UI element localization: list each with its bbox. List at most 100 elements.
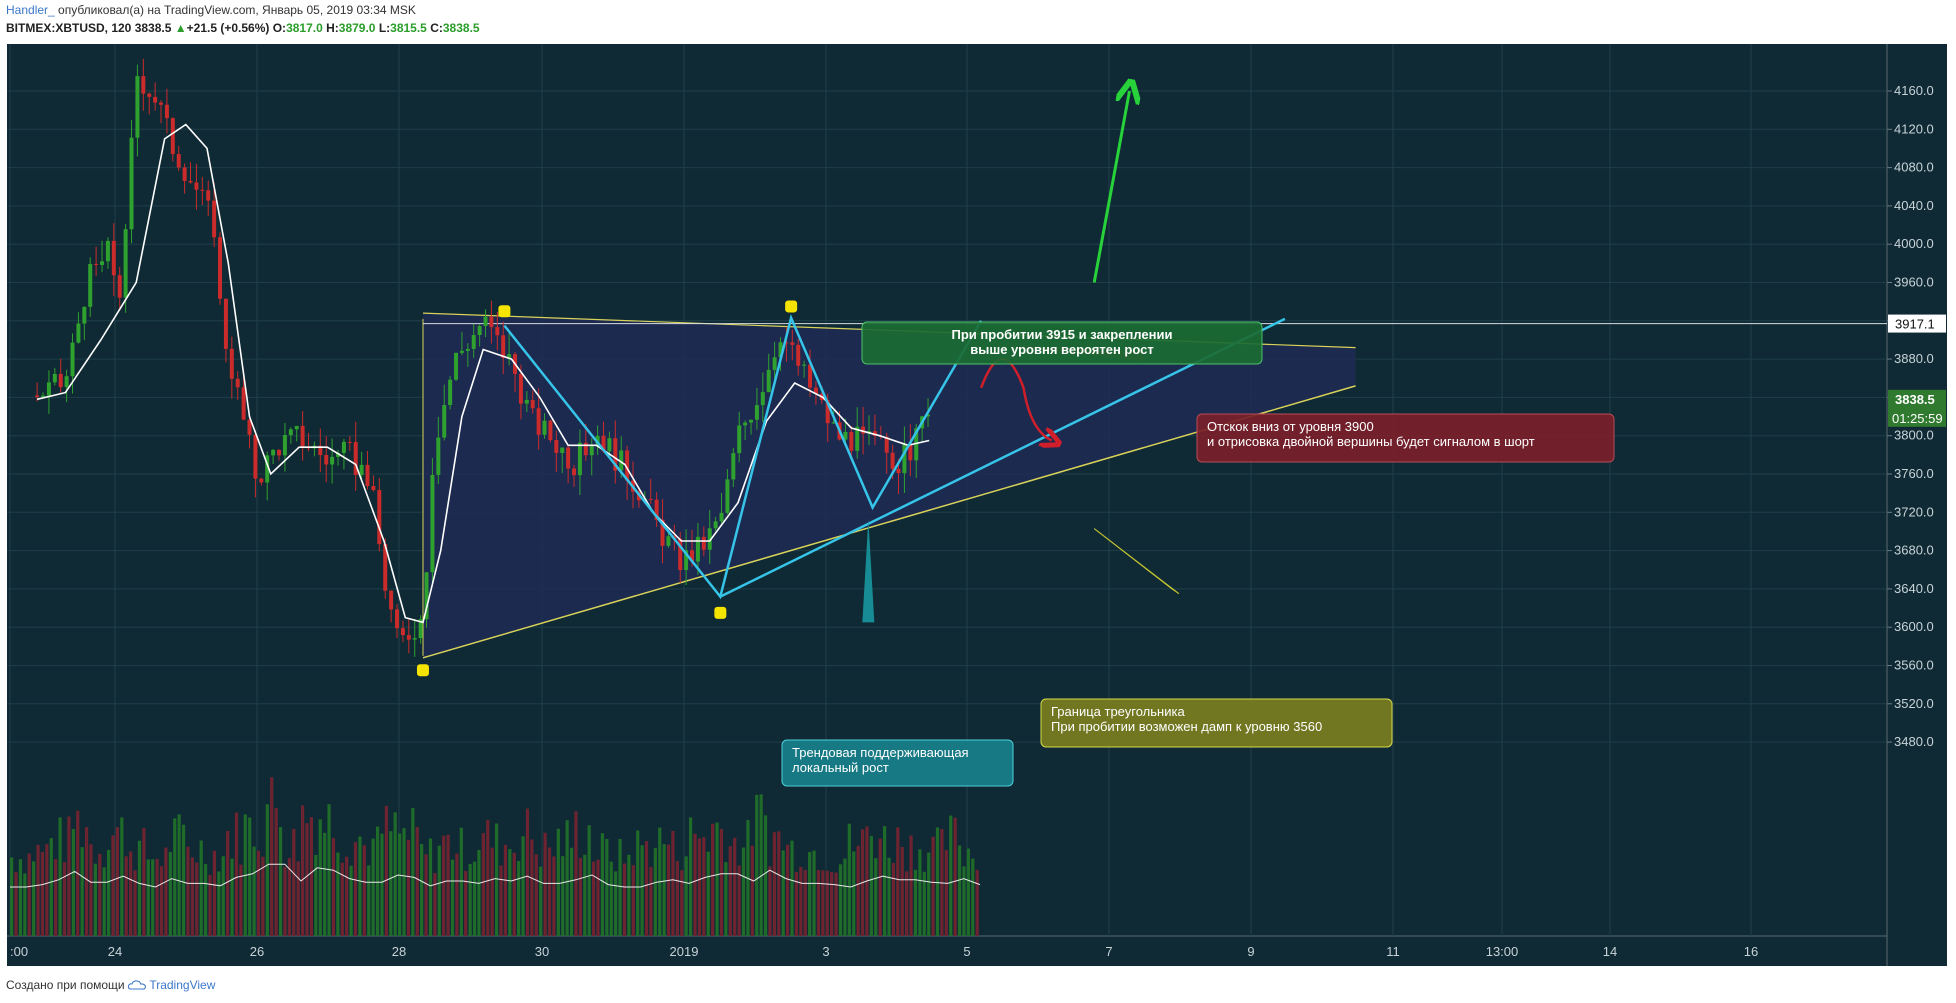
candle-bear [690, 550, 695, 562]
time-axis[interactable] [7, 936, 1947, 966]
volume-bar [724, 862, 728, 936]
low-label: L: [378, 21, 391, 35]
candle-bear [253, 434, 258, 479]
candle-bear [377, 490, 382, 545]
volume-bar [578, 857, 582, 936]
red-arrow [979, 357, 1052, 440]
candle-bull [577, 442, 582, 476]
volume-bar [107, 849, 111, 936]
annotation-text: Граница треугольника [1051, 704, 1185, 719]
volume-bar [283, 866, 287, 936]
volume-bar [464, 870, 468, 936]
volume-bar [614, 871, 618, 936]
volume-bar [697, 838, 702, 936]
volume-bar [962, 866, 966, 936]
volume-bar [781, 850, 785, 936]
annotation-text: и отрисовка двойной вершины будет сигнал… [1207, 434, 1535, 449]
candle-bull [64, 376, 69, 388]
volume-bar [565, 820, 569, 936]
candle-bear [601, 435, 606, 452]
volume-bar [715, 822, 719, 936]
volume-bar [124, 856, 128, 936]
candle-bull [424, 572, 429, 620]
time-tick-label: 7 [1105, 944, 1112, 959]
annotation-text: При пробитии 3915 и закреплении [952, 327, 1173, 342]
volume-bar [812, 850, 816, 936]
volume-bar [477, 849, 481, 936]
volume-bar [490, 847, 494, 936]
candle-bull [129, 137, 134, 230]
candle-bull [448, 379, 453, 406]
annotation-pointer [1093, 528, 1180, 595]
candle-bull [760, 392, 765, 406]
volume-bar [226, 830, 230, 936]
candle-bull [288, 429, 293, 436]
volume-bar [177, 814, 181, 936]
volume-bar [649, 866, 653, 936]
volume-bar [371, 838, 375, 936]
volume-bar [133, 870, 137, 936]
volume-bar [675, 860, 679, 936]
volume-bar [459, 827, 463, 936]
grid [7, 44, 1887, 936]
volume-bar [636, 830, 640, 936]
zigzag-line [503, 314, 983, 600]
volume-bar [411, 807, 415, 936]
volume-bar [918, 849, 922, 936]
candle-bear [701, 536, 706, 550]
price-tick-label: 3600.0 [1894, 619, 1934, 634]
volume-bar [706, 851, 710, 936]
annotation-text: При пробитии возможен дамп к уровню 3560 [1051, 719, 1322, 734]
volume-bar [217, 871, 221, 936]
candle-bear [159, 102, 164, 105]
volume-bar [80, 847, 84, 936]
footer: Создано при помощи TradingView [6, 978, 215, 992]
candle-bear [277, 449, 282, 456]
annotation-pointer [862, 519, 875, 623]
volume-bar [384, 805, 388, 936]
volume-bar [547, 847, 552, 936]
price-badges: 3917.1 3838.5 01:25:59 [1888, 314, 1946, 427]
candle-bear [389, 590, 394, 610]
candle-bear [530, 399, 535, 409]
volume-bar [750, 845, 754, 936]
high-label: H: [326, 21, 339, 35]
annotation-box [861, 321, 1263, 365]
annotation-box [781, 739, 1014, 787]
candle-bull [731, 453, 736, 480]
volume-bar [265, 804, 269, 936]
volume-bar [212, 850, 217, 936]
volume-bar [261, 856, 265, 936]
candle-bull [412, 638, 417, 640]
candle-bull [41, 395, 46, 397]
last-price-text: 3838.5 [1895, 392, 1935, 407]
volume-bar [58, 817, 62, 936]
volume-bar [768, 866, 772, 936]
candle-bear [94, 263, 99, 265]
tradingview-link[interactable]: TradingView [149, 978, 216, 992]
volume-bar [874, 858, 878, 936]
volume-bar [111, 835, 115, 936]
candle-bear [395, 609, 400, 629]
candle-bull [341, 441, 346, 453]
candle-bear [406, 635, 411, 640]
level-badge [1888, 314, 1946, 333]
candle-bear [896, 468, 901, 474]
candle-bear [318, 445, 323, 456]
candle-bull [843, 431, 848, 440]
candle-bear [625, 450, 630, 481]
volume-bar [539, 866, 543, 936]
volume-bar [530, 839, 534, 936]
candle-bull [100, 261, 105, 265]
time-tick-label: 9 [1247, 944, 1254, 959]
candle-bear [825, 400, 830, 424]
volume-bar [794, 871, 799, 936]
volume-bar [777, 831, 781, 936]
open-value: 3817.0 [286, 21, 323, 35]
price-axis[interactable] [1887, 44, 1947, 936]
volume-bar [84, 827, 89, 936]
author-link[interactable]: Handler_ [6, 3, 55, 17]
candle-bear [347, 441, 352, 443]
volume-bar [755, 794, 759, 936]
